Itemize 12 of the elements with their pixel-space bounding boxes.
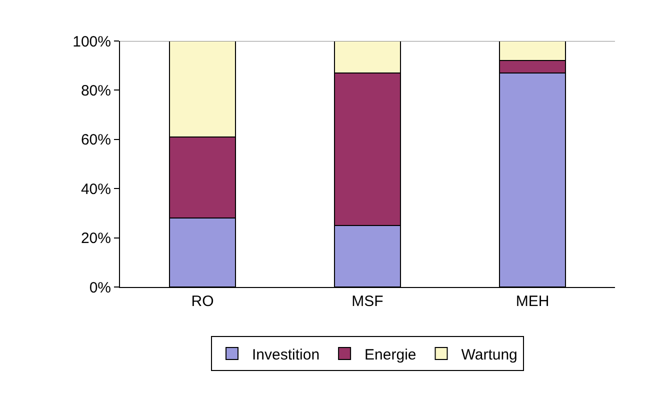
y-tick-label: 60% <box>80 132 111 149</box>
legend-label: Energie <box>364 346 416 364</box>
y-tick-label: 100% <box>72 33 111 50</box>
y-tick-label: 80% <box>80 82 111 100</box>
x-tick-label: MEH <box>516 293 550 310</box>
y-tick-label: 0% <box>89 279 111 296</box>
y-tick-label: 20% <box>80 230 111 248</box>
legend-label: Wartung <box>461 346 518 364</box>
x-tick-label: RO <box>191 293 214 310</box>
y-tick-label: 40% <box>80 180 111 198</box>
legend-label: Investition <box>252 346 320 364</box>
x-tick-label: MSF <box>352 293 384 310</box>
